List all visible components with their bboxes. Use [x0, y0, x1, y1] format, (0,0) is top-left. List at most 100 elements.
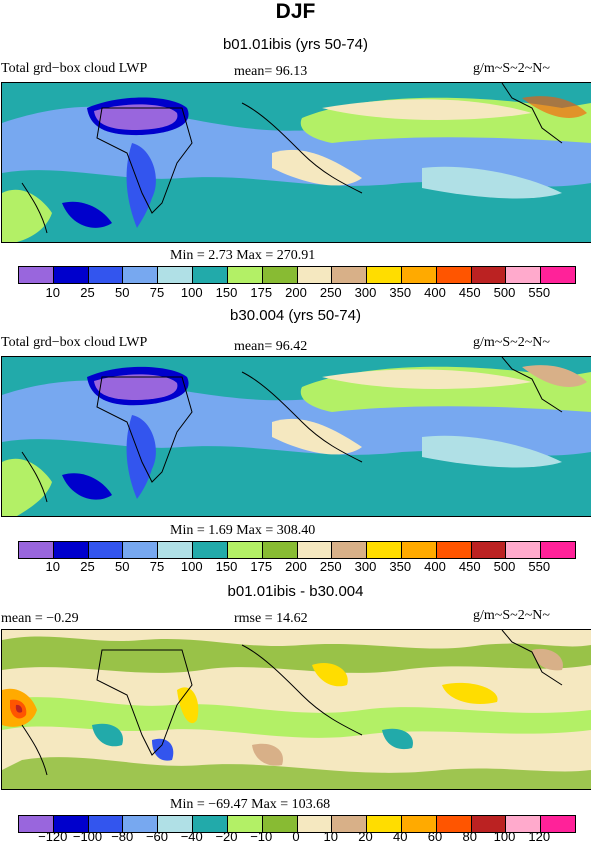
cbar1-box-9 — [332, 267, 368, 283]
cbar1-label: 10 — [45, 285, 60, 300]
cbar2-label: 25 — [80, 559, 95, 574]
cbar1-label: 550 — [528, 285, 551, 300]
panel2-units-label: g/m~S~2~N~ — [473, 335, 550, 350]
cbar2-box-3 — [123, 542, 159, 558]
cbar1-box-6 — [227, 267, 263, 283]
cbar1-label: 450 — [458, 285, 481, 300]
cbar2-box-1 — [53, 542, 89, 558]
cbar3-box-4 — [158, 816, 194, 832]
cbar1-label: 150 — [215, 285, 238, 300]
cbar1-label: 500 — [493, 285, 516, 300]
panel3-colorbar-labels: −120 −100 −80 −60 −40 −20 −10 0 10 20 40 60 80 100 120 — [18, 829, 574, 845]
cbar1-box-14 — [506, 267, 542, 283]
cbar3-label: 40 — [393, 829, 408, 844]
cbar2-box-6 — [227, 542, 263, 558]
cbar2-label: 350 — [389, 559, 412, 574]
panel3-case-title: b01.01ibis - b30.004 — [227, 583, 364, 600]
panel2-colorbar-labels: 10 25 50 75 100 150 175 200 250 300 350 400 450 500 55… — [18, 559, 574, 575]
cbar2-label: 500 — [493, 559, 516, 574]
cbar1-label: 400 — [424, 285, 446, 300]
cbar2-label: 400 — [424, 559, 446, 574]
cbar3-box-6 — [227, 816, 263, 832]
panel3-rmse-label: rmse = 14.62 — [234, 611, 308, 626]
panel2-left-label: Total grd−box cloud LWP — [1, 335, 148, 350]
panel1-minmax-label: Min = 2.73 Max = 270.91 — [170, 248, 316, 263]
cbar1-label: 300 — [354, 285, 377, 300]
cbar3-box-10 — [367, 816, 402, 832]
cbar1-box-4 — [158, 267, 194, 283]
cbar2-label: 75 — [149, 559, 165, 574]
cbar1-label: 50 — [115, 285, 130, 300]
cbar1-box-5 — [193, 267, 228, 283]
cbar2-label: 50 — [115, 559, 130, 574]
cbar1-box-1 — [53, 267, 89, 283]
cbar1-box-7 — [262, 267, 298, 283]
panel3-mean-label: mean = −0.29 — [1, 611, 79, 626]
cbar2-label: 175 — [250, 559, 273, 574]
cbar3-box-2 — [88, 816, 124, 832]
panel1-left-label: Total grd−box cloud LWP — [1, 61, 148, 76]
cbar3-label: −80 — [111, 829, 134, 844]
cbar3-box-11 — [401, 816, 437, 832]
cbar1-label: 200 — [285, 285, 307, 300]
cbar3-label: −120 — [38, 829, 68, 844]
cbar2-box-13 — [471, 542, 507, 558]
cbar2-box-12 — [436, 542, 472, 558]
cbar2-label: 450 — [458, 559, 481, 574]
cbar2-box-5 — [193, 542, 228, 558]
cbar3-label: −10 — [250, 829, 273, 844]
panel3-units-label: g/m~S~2~N~ — [473, 608, 550, 623]
panel1-colorbar-labels: 10 25 50 75 100 150 175 200 250 300 350 400 450 500 55… — [18, 285, 574, 301]
cbar2-box-7 — [262, 542, 298, 558]
cbar1-label: 250 — [319, 285, 342, 300]
cbar2-box-2 — [88, 542, 124, 558]
cbar1-label: 100 — [180, 285, 203, 300]
cbar3-box-5 — [193, 816, 228, 832]
panel3-minmax-label: Min = −69.47 Max = 103.68 — [170, 797, 331, 812]
cbar2-box-8 — [297, 542, 333, 558]
cbar2-label: 300 — [354, 559, 377, 574]
cbar3-label: −60 — [145, 829, 169, 844]
panel2-colorbar — [18, 541, 576, 559]
cbar3-label: −40 — [180, 829, 203, 844]
cbar1-label: 175 — [250, 285, 273, 300]
cbar3-box-7 — [262, 816, 298, 832]
panel2-mean-label: mean= 96.42 — [234, 339, 308, 354]
cbar2-label: 200 — [285, 559, 307, 574]
cbar2-label: 100 — [180, 559, 203, 574]
panel2-case-title: b30.004 (yrs 50-74) — [230, 307, 361, 324]
cbar1-box-0 — [19, 267, 54, 283]
page-title: DJF — [275, 0, 316, 23]
cbar2-box-10 — [367, 542, 402, 558]
cbar1-label: 25 — [80, 285, 95, 300]
cbar2-box-9 — [332, 542, 368, 558]
cbar1-box-12 — [436, 267, 472, 283]
cbar2-box-4 — [158, 542, 194, 558]
cbar3-box-9 — [332, 816, 368, 832]
cbar2-box-11 — [401, 542, 437, 558]
cbar3-label: 120 — [528, 829, 551, 844]
cbar3-box-8 — [297, 816, 333, 832]
cbar1-box-2 — [88, 267, 124, 283]
cbar1-box-11 — [401, 267, 437, 283]
cbar2-label: 550 — [528, 559, 551, 574]
panel3-map — [1, 629, 591, 790]
cbar2-label: 150 — [215, 559, 238, 574]
cbar1-box-10 — [367, 267, 402, 283]
cbar3-label: 80 — [462, 829, 477, 844]
cbar3-label: 10 — [323, 829, 338, 844]
cbar3-box-13 — [471, 816, 507, 832]
panel1-mean-label: mean= 96.13 — [234, 64, 308, 79]
cbar1-label: 350 — [389, 285, 412, 300]
cbar3-box-0 — [19, 816, 54, 832]
cbar3-label: 0 — [292, 829, 300, 844]
cbar3-label: −100 — [72, 829, 103, 844]
cbar1-box-8 — [297, 267, 333, 283]
cbar1-box-13 — [471, 267, 507, 283]
cbar1-box-15 — [541, 267, 575, 283]
cbar3-box-1 — [53, 816, 89, 832]
cbar2-box-15 — [541, 542, 575, 558]
cbar3-box-3 — [123, 816, 159, 832]
cbar2-label: 250 — [319, 559, 342, 574]
cbar3-box-12 — [436, 816, 472, 832]
